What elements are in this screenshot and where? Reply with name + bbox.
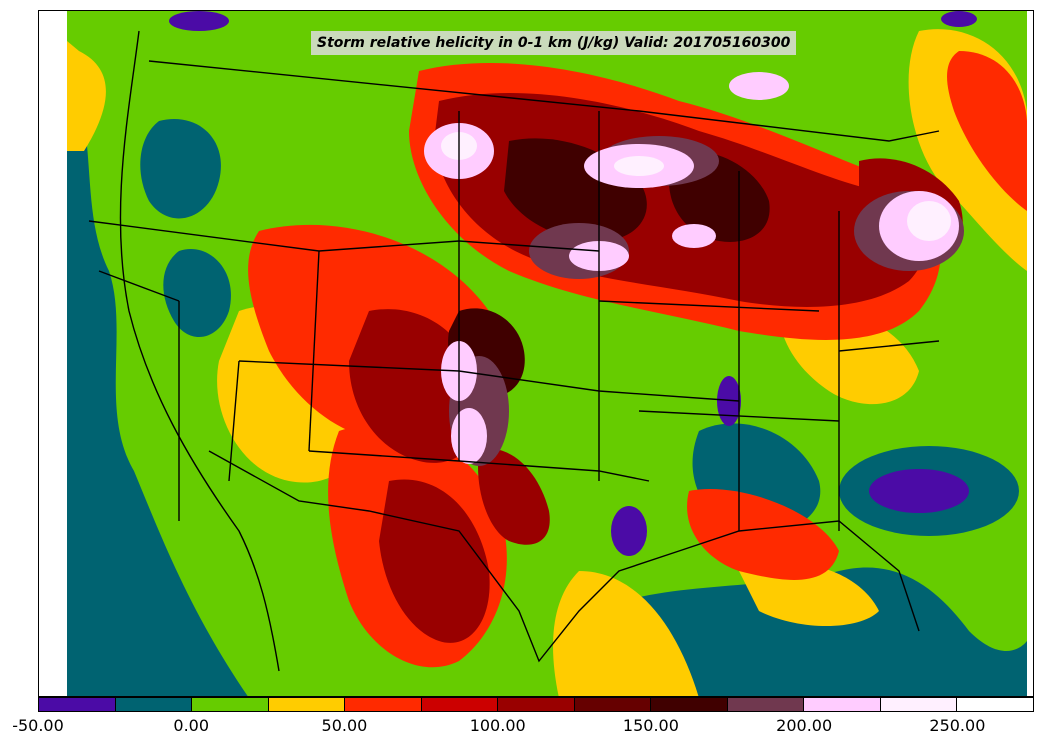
colorbar-ticks: -50.00 0.00 50.00 100.00 150.00 200.00 250.00 bbox=[0, 712, 1044, 745]
colorbar-tick-label: 200.00 bbox=[776, 716, 833, 735]
yellow-regions bbox=[67, 29, 1027, 696]
colorbar-tick-label: 150.00 bbox=[622, 716, 679, 735]
colorbar-segment bbox=[345, 698, 422, 711]
white-regions bbox=[441, 132, 951, 241]
colorbar-segment bbox=[651, 698, 728, 711]
helicity-map bbox=[39, 11, 1033, 696]
colorbar-segment bbox=[804, 698, 881, 711]
colorbar-segment bbox=[268, 698, 346, 711]
colorbar-segment bbox=[957, 698, 1033, 711]
colorbar-tick-label: 0.00 bbox=[173, 716, 210, 735]
colorbar-segment bbox=[421, 698, 499, 711]
boundaries bbox=[88, 30, 940, 672]
colorbar-segment bbox=[880, 698, 958, 711]
colorbar-segment bbox=[39, 698, 116, 711]
colorbar-segment bbox=[574, 698, 652, 711]
map-title: Storm relative helicity in 0-1 km (J/kg)… bbox=[311, 31, 797, 55]
colorbar-segment bbox=[192, 698, 269, 711]
colorbar-tick-label: 250.00 bbox=[929, 716, 986, 735]
map-frame: Storm relative helicity in 0-1 km (J/kg)… bbox=[38, 10, 1034, 697]
colorbar-tick-label: 50.00 bbox=[321, 716, 368, 735]
colorbar-segment bbox=[115, 698, 193, 711]
colorbar-tick-label: -50.00 bbox=[12, 716, 64, 735]
colorbar bbox=[38, 697, 1034, 712]
colorbar-tick-label: 100.00 bbox=[469, 716, 526, 735]
purple-regions bbox=[169, 11, 977, 556]
colorbar-segment bbox=[498, 698, 575, 711]
colorbar-segment bbox=[727, 698, 805, 711]
